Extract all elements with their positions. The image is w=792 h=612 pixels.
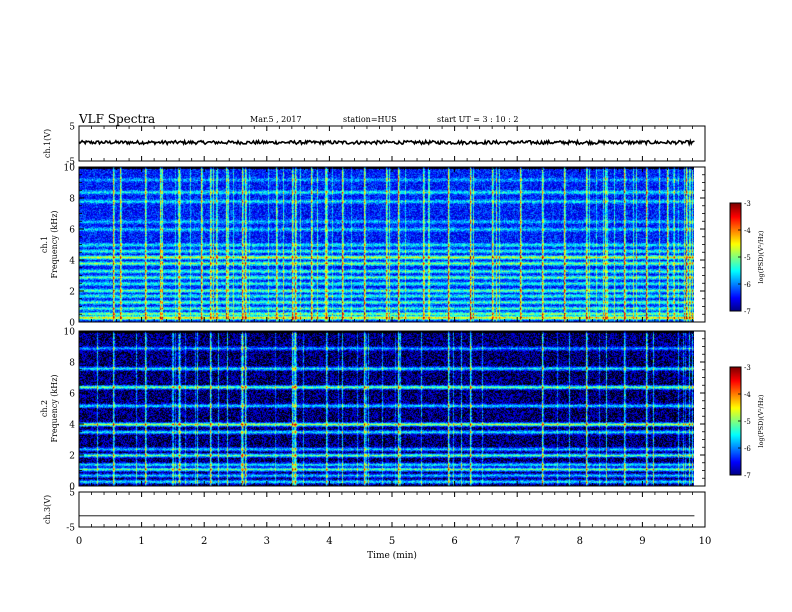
y-tick-label: 0 (69, 319, 75, 329)
x-tick-label: 1 (138, 536, 144, 547)
y-tick-label: 8 (69, 359, 75, 369)
y-tick-label: 0 (69, 483, 75, 493)
colorbar-tick-label: -6 (744, 445, 751, 453)
colorbar-gradient (730, 203, 741, 311)
y-tick-label: 4 (69, 421, 75, 431)
ch1-waveform-panel: 5 -5 ch.1(V) (43, 123, 706, 168)
colorbar-tick-label: -3 (744, 364, 751, 372)
x-tick-label: 4 (326, 536, 332, 547)
y-tick-label: 2 (69, 452, 75, 462)
x-tick-label: 10 (699, 536, 712, 547)
colorbar-tick-label: -3 (744, 200, 751, 208)
colorbar-tick-label: -6 (744, 281, 751, 289)
y-tick-label: 6 (69, 390, 75, 400)
y-axis-label: ch.2 (40, 400, 49, 417)
colorbar-tick-label: -7 (744, 472, 751, 480)
ch2-spectrogram-image (79, 331, 694, 486)
x-tick-label: 6 (451, 536, 457, 547)
y-tick-label: 2 (69, 288, 75, 298)
colorbar-gradient (730, 367, 741, 475)
y-tick-label: 5 (69, 123, 75, 133)
colorbar-tick-label: -4 (744, 391, 751, 399)
colorbar-tick-label: -5 (744, 254, 751, 262)
x-tick-label: 5 (389, 536, 395, 547)
colorbar-tick-label: -5 (744, 418, 751, 426)
x-tick-label: 7 (514, 536, 520, 547)
chart-title: VLF Spectra (79, 112, 156, 126)
y-tick-label: 8 (69, 195, 75, 205)
station-label: station=HUS (343, 115, 397, 124)
y-tick-label: 6 (69, 226, 75, 236)
y-tick-label: 10 (64, 164, 76, 174)
y-tick-label: 10 (64, 328, 76, 338)
y-tick-label: -5 (66, 158, 75, 168)
ch1-spectrogram-panel: -3 -4 -5 -6 -7 log(PSD)(V²/Hz) 0 2 4 6 8 10 ch.1 Freq… (40, 164, 765, 329)
x-tick-label: 3 (264, 536, 270, 547)
x-tick-label: 2 (201, 536, 207, 547)
colorbar-label: log(PSD)(V²/Hz) (757, 230, 765, 283)
x-tick-label: 8 (577, 536, 583, 547)
x-tick-label: 9 (639, 536, 645, 547)
y-axis-label: Frequency (kHz) (50, 374, 59, 442)
ch3-waveform-panel: 5 -5 ch.3(V) (43, 489, 706, 534)
ch3-waveform-frame (78, 491, 706, 528)
ch1-spectrogram-image (79, 167, 694, 322)
y-axis-label: Frequency (kHz) (50, 210, 59, 278)
start-time-label: start UT = 3 : 10 : 2 (437, 115, 519, 124)
ch1-waveform-trace (78, 138, 695, 147)
x-axis-label: Time (min) (367, 550, 417, 561)
x-tick-label: 0 (76, 536, 82, 547)
date-label: Mar.5 , 2017 (250, 115, 302, 124)
y-axis-label: ch.1 (40, 236, 49, 253)
colorbar-label: log(PSD)(V²/Hz) (757, 394, 765, 447)
ch2-spectrogram-panel: -3 -4 -5 -6 -7 log(PSD)(V²/Hz) 0 2 4 6 8 10 ch.2 Freq… (40, 328, 765, 493)
y-tick-label: -5 (66, 524, 75, 534)
y-axis-label: ch.1(V) (43, 129, 52, 158)
y-axis-label: ch.3(V) (43, 495, 52, 524)
colorbar-tick-label: -7 (744, 308, 751, 316)
colorbar-tick-label: -4 (744, 227, 751, 235)
y-tick-label: 4 (69, 257, 75, 267)
y-tick-label: 5 (69, 489, 75, 499)
